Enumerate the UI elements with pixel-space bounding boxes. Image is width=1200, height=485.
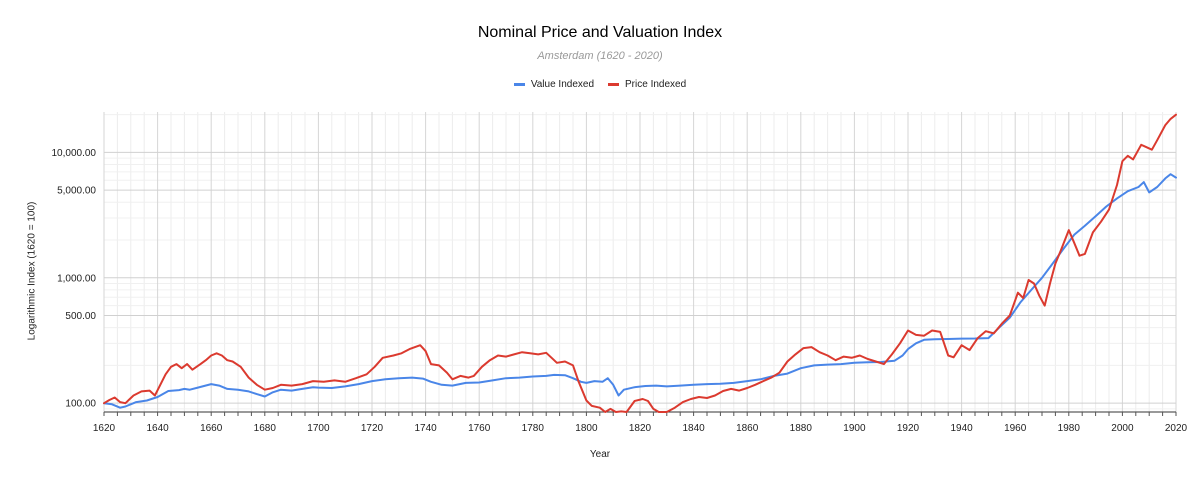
x-tick-label: 1960 xyxy=(1004,423,1027,434)
y-tick-label: 500.00 xyxy=(65,311,96,322)
x-tick-label: 1720 xyxy=(361,423,384,434)
x-tick-label: 1880 xyxy=(790,423,813,434)
legend-item-value[interactable]: Value Indexed xyxy=(513,79,595,90)
x-tick-label: 1620 xyxy=(93,423,116,434)
legend-label-value: Value Indexed xyxy=(530,79,595,90)
x-tick-label: 1740 xyxy=(414,423,437,434)
x-tick-label: 1840 xyxy=(682,423,705,434)
legend-swatch-value xyxy=(513,83,525,86)
x-tick-label: 1680 xyxy=(254,423,277,434)
x-tick-label: 1820 xyxy=(629,423,652,434)
y-tick-label: 100.00 xyxy=(65,399,96,410)
series-line-value-indexed[interactable] xyxy=(103,173,1177,409)
x-tick-label: 1860 xyxy=(736,423,759,434)
chart-subtitle: Amsterdam (1620 - 2020) xyxy=(537,50,663,62)
x-tick-label: 1920 xyxy=(897,423,920,434)
x-tick-label: 2020 xyxy=(1165,423,1188,434)
series-line-price-indexed[interactable] xyxy=(103,113,1177,413)
y-tick-label: 5,000.00 xyxy=(57,186,96,197)
y-tick-label: 10,000.00 xyxy=(52,148,97,159)
x-tick-label: 1980 xyxy=(1058,423,1081,434)
legend-label-price: Price Indexed xyxy=(625,79,687,90)
x-tick-label: 1660 xyxy=(200,423,223,434)
legend-swatch-price xyxy=(608,83,620,86)
x-tick-label: 1780 xyxy=(522,423,545,434)
x-tick-label: 1700 xyxy=(307,423,330,434)
chart-title: Nominal Price and Valuation Index xyxy=(477,24,723,41)
x-tick-label: 1940 xyxy=(950,423,973,434)
x-tick-label: 1800 xyxy=(575,423,598,434)
x-tick-label: 1640 xyxy=(146,423,169,434)
x-tick-label: 2000 xyxy=(1111,423,1134,434)
y-tick-label: 1,000.00 xyxy=(57,273,96,284)
legend-item-price[interactable]: Price Indexed xyxy=(608,79,686,90)
x-tick-label: 1900 xyxy=(843,423,866,434)
x-tick-label: 1760 xyxy=(468,423,491,434)
x-axis-label: Year xyxy=(589,449,611,460)
legend: Value Indexed Price Indexed xyxy=(0,79,1200,90)
